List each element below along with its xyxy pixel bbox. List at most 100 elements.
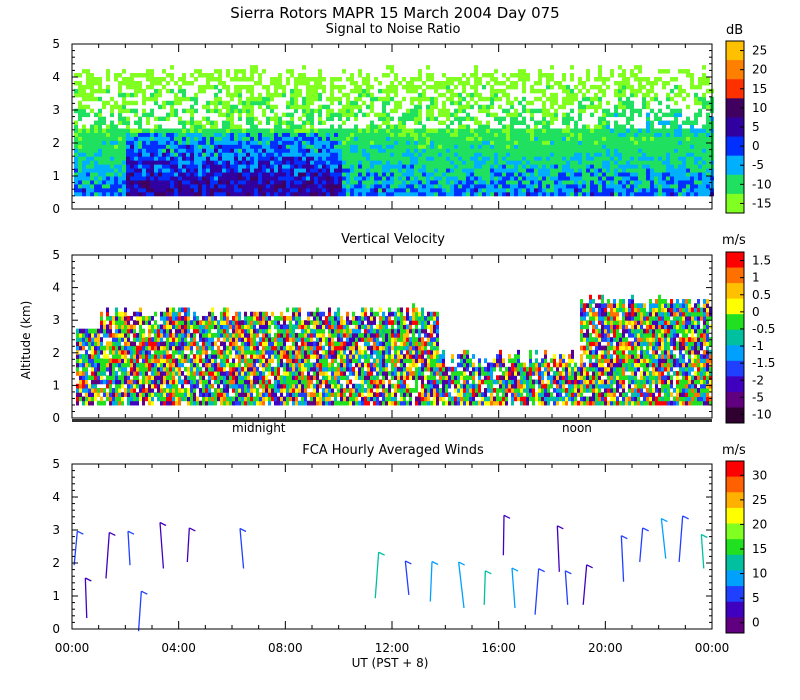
snr-cell <box>182 96 186 102</box>
snr-cell <box>154 191 158 197</box>
snr-cell <box>202 164 206 169</box>
snr-cell <box>454 92 458 98</box>
vv-cell <box>211 383 214 389</box>
snr-cell <box>254 100 258 106</box>
snr-cell <box>122 69 126 74</box>
snr-cell <box>418 84 422 90</box>
snr-cell <box>90 80 94 86</box>
snr-cell <box>278 140 282 145</box>
snr-cell <box>410 179 414 185</box>
vv-cell <box>226 328 229 334</box>
snr-cell <box>542 124 546 129</box>
snr-cell <box>270 152 274 157</box>
vv-cell <box>163 354 166 359</box>
snr-cell <box>294 179 298 185</box>
snr-cell <box>358 179 362 185</box>
snr-cell <box>370 128 374 133</box>
snr-cell <box>498 160 502 165</box>
snr-cell <box>554 132 558 137</box>
snr-cell <box>550 156 554 161</box>
snr-cell <box>134 160 138 165</box>
snr-cell <box>498 191 502 197</box>
snr-cell <box>602 187 606 193</box>
vv-cell <box>220 315 223 321</box>
snr-cell <box>578 187 582 193</box>
snr-cell <box>322 77 326 82</box>
snr-cell <box>522 160 526 165</box>
vv-cell <box>136 337 139 342</box>
snr-cell <box>322 152 326 157</box>
snr-cell <box>510 187 514 193</box>
snr-cell <box>82 144 86 149</box>
snr-cell <box>590 140 594 145</box>
snr-cell <box>234 69 238 74</box>
snr-cell <box>518 136 522 141</box>
snr-cell <box>646 88 650 94</box>
snr-cell <box>118 104 122 110</box>
snr-cell <box>418 152 422 157</box>
vv-cell <box>223 315 226 321</box>
snr-cell <box>462 88 466 94</box>
snr-cell <box>218 156 222 161</box>
snr-cell <box>546 152 550 157</box>
vv-cell <box>202 379 205 385</box>
snr-cell <box>182 128 186 133</box>
snr-cell <box>422 179 426 185</box>
snr-cell <box>634 144 638 149</box>
snr-cell <box>410 136 414 141</box>
snr-cell <box>90 124 94 129</box>
snr-cell <box>238 116 242 122</box>
vv-cell <box>97 392 100 397</box>
snr-cell <box>486 136 490 141</box>
snr-cell <box>698 160 702 165</box>
snr-cell <box>150 69 154 74</box>
snr-cell <box>614 124 618 129</box>
snr-cell <box>162 116 166 122</box>
snr-cell <box>86 132 90 137</box>
vv-cell <box>226 379 229 385</box>
snr-cell <box>334 148 338 153</box>
snr-cell <box>114 77 118 82</box>
snr-cell <box>578 80 582 86</box>
snr-cell <box>494 92 498 98</box>
snr-cell <box>118 156 122 161</box>
snr-cell <box>238 112 242 118</box>
snr-cell <box>586 164 590 169</box>
snr-cell <box>302 80 306 86</box>
snr-cell <box>138 179 142 185</box>
snr-cell <box>166 112 170 118</box>
vv-cell <box>136 358 139 364</box>
snr-cell <box>78 100 82 106</box>
snr-cell <box>658 187 662 193</box>
snr-cell <box>538 168 542 173</box>
snr-cell <box>254 160 258 165</box>
snr-cell <box>114 100 118 106</box>
snr-cell <box>274 172 278 177</box>
vv-cell <box>139 371 142 376</box>
snr-cell <box>182 120 186 126</box>
snr-cell <box>450 183 454 189</box>
snr-cell <box>506 84 510 90</box>
snr-cell <box>330 112 334 118</box>
snr-cell <box>306 148 310 153</box>
vv-cell <box>232 396 235 402</box>
vv-cell <box>115 375 118 381</box>
snr-cell <box>218 69 222 74</box>
vv-cell <box>133 392 136 397</box>
vv-cell <box>202 396 205 402</box>
vv-cell <box>220 396 223 402</box>
snr-cell <box>574 183 578 189</box>
snr-cell <box>74 148 78 153</box>
vv-cell <box>91 354 94 359</box>
vv-cell <box>208 383 211 389</box>
snr-cell <box>478 164 482 169</box>
vv-cell <box>85 328 88 334</box>
snr-cell <box>498 183 502 189</box>
snr-cell <box>410 108 414 114</box>
snr-cell <box>594 144 598 149</box>
snr-cell <box>286 104 290 110</box>
snr-cell <box>506 108 510 114</box>
snr-cell <box>542 92 546 98</box>
snr-cell <box>646 179 650 185</box>
snr-cell <box>130 156 134 161</box>
